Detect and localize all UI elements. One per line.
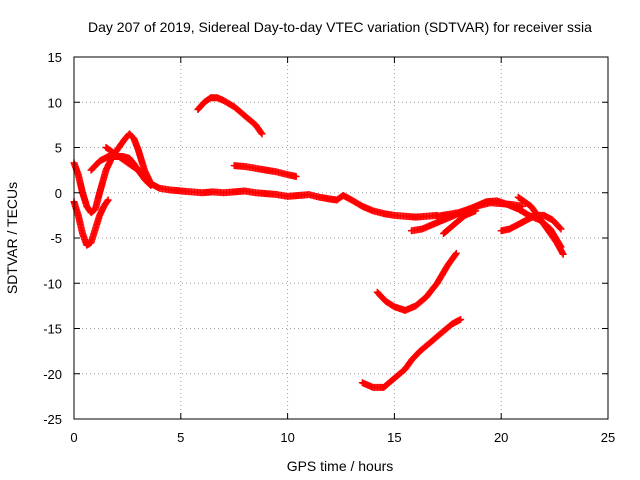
chart-title: Day 207 of 2019, Sidereal Day-to-day VTE… [88,19,592,35]
y-tick-label: -10 [43,276,62,291]
x-axis-label: GPS time / hours [287,458,394,474]
data-point [556,224,564,232]
series-arc-4 [102,144,148,179]
x-tick-label: 15 [387,430,401,445]
y-tick-label: 10 [48,95,62,110]
x-tick-label: 10 [280,430,294,445]
series-arc-13 [514,193,567,258]
series-arc-2 [70,196,112,249]
data-point [257,129,265,137]
data-point [292,172,300,180]
series-arc-6 [230,162,300,180]
data-point [472,207,480,215]
series-arc-11 [440,207,480,237]
y-tick-label: -15 [43,322,62,337]
data-point [146,180,154,188]
y-tick-label: 0 [55,186,62,201]
series-arc-10 [433,199,527,220]
data-point [258,130,266,138]
data-point [557,225,565,233]
x-tick-label: 5 [177,430,184,445]
y-tick-label: -20 [43,367,62,382]
x-tick-label: 20 [494,430,508,445]
y-tick-label: 15 [48,50,62,65]
series-arc-7 [358,315,465,391]
data-point [451,251,459,259]
data-point [147,182,155,190]
data-point [559,250,567,258]
data-point [104,196,112,204]
series-arc-8 [373,249,460,314]
data-point [457,315,465,323]
series-arc-1 [70,130,441,221]
data-point [519,202,527,210]
x-tick-label: 25 [601,430,615,445]
y-tick-label: 5 [55,141,62,156]
data-point [140,171,148,179]
grid [74,57,608,419]
data-point [452,249,460,257]
axis-ticks: 0 5 10 15 20 25 -25 -20 -15 -10 -5 0 5 10 15 [43,50,615,445]
x-tick-label: 0 [70,430,77,445]
y-tick-label: -25 [43,412,62,427]
series-arc-5 [194,94,266,138]
data-point [139,170,147,178]
y-axis-label: SDTVAR / TECUs [4,182,20,294]
data-marks [70,94,567,391]
data-point [103,197,111,205]
y-tick-label: -5 [50,231,62,246]
